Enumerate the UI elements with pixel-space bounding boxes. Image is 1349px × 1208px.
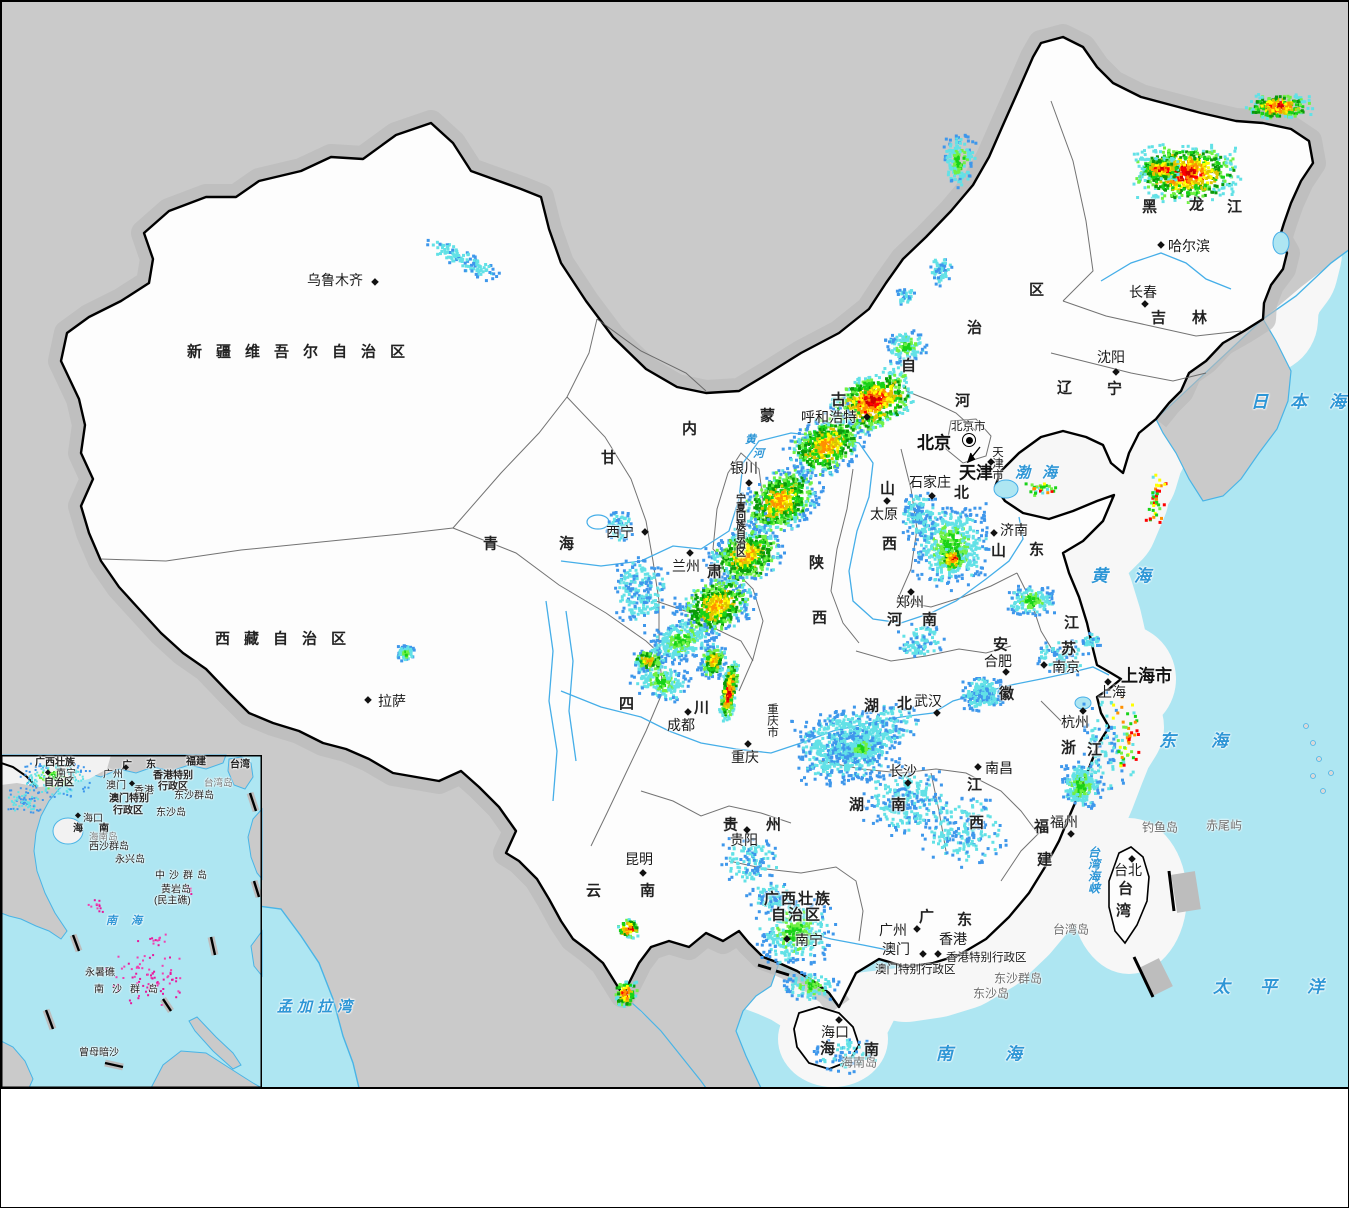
radar-echoes [7,93,1315,1075]
inset-map [1,754,264,1088]
map-canvas [1,1,1348,1088]
china-landmass [59,35,1315,1009]
legend-panel: 全国雷达拼图 [2025-09-05 03:24:00] [ 组合反射率 ] d… [1,1088,1348,1207]
boundary-dash-segments [757,870,1201,998]
tianjin-arrow [966,446,981,464]
taiwan-island [1108,846,1150,945]
